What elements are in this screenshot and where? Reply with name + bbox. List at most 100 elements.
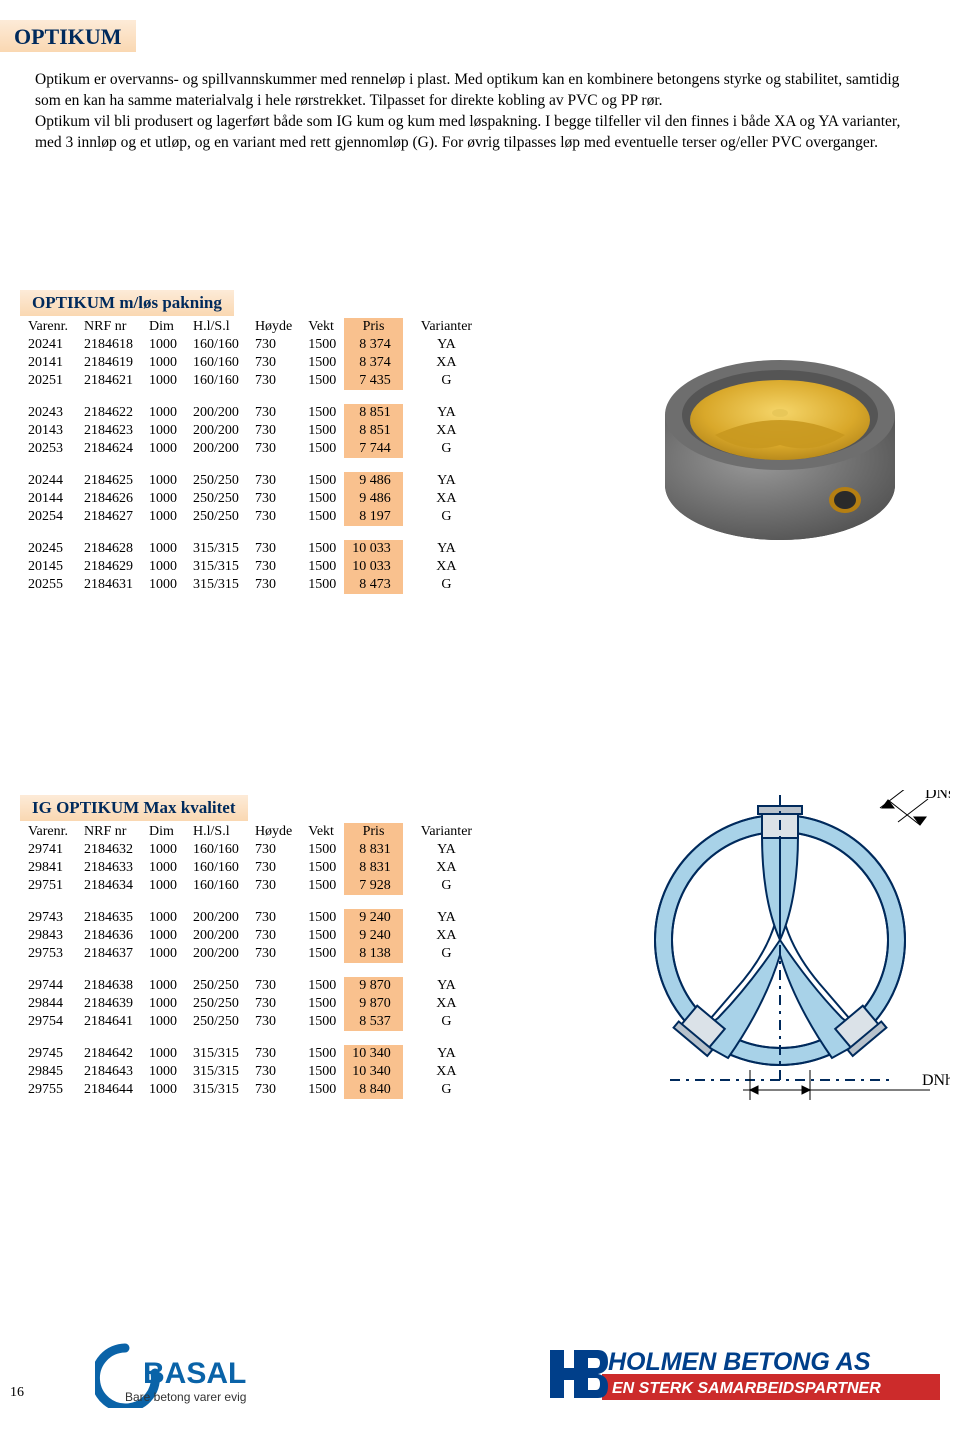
cell: 730	[247, 909, 300, 927]
cell: 8 473	[344, 576, 403, 594]
page-header: OPTIKUM	[0, 20, 136, 52]
cell: 10 033	[344, 540, 403, 558]
cell: 200/200	[185, 404, 247, 422]
cell: 2184625	[76, 472, 141, 490]
cell: 250/250	[185, 508, 247, 526]
cell: 730	[247, 558, 300, 576]
cell: 1500	[300, 540, 344, 558]
cell: G	[403, 508, 490, 526]
cell: 1000	[141, 422, 185, 440]
cell: 1500	[300, 472, 344, 490]
cell: 20241	[20, 336, 76, 354]
cell: 20145	[20, 558, 76, 576]
cell: 160/160	[185, 859, 247, 877]
cell: 1000	[141, 841, 185, 859]
cell: 200/200	[185, 422, 247, 440]
cell: 20143	[20, 422, 76, 440]
cell: 250/250	[185, 977, 247, 995]
cell: 730	[247, 354, 300, 372]
cell: 1000	[141, 945, 185, 963]
product-render	[655, 345, 905, 555]
cell: 1000	[141, 995, 185, 1013]
cell: 2184627	[76, 508, 141, 526]
cell: 1500	[300, 576, 344, 594]
cell: 730	[247, 404, 300, 422]
cell: 1500	[300, 995, 344, 1013]
cell: 1500	[300, 841, 344, 859]
cell: 1000	[141, 490, 185, 508]
cell: 1000	[141, 1013, 185, 1031]
cell: 730	[247, 1063, 300, 1081]
label-dns: DNs	[925, 790, 950, 802]
cell: 250/250	[185, 490, 247, 508]
cell: 20251	[20, 372, 76, 390]
cell: XA	[403, 859, 490, 877]
cell: 315/315	[185, 1063, 247, 1081]
table-row: 2975421846411000250/25073015008 537G	[20, 1013, 490, 1031]
svg-text:HOLMEN BETONG AS: HOLMEN BETONG AS	[608, 1348, 871, 1376]
holmen-logo: HOLMEN BETONG AS EN STERK SAMARBEIDSPART…	[550, 1344, 940, 1411]
cell: 730	[247, 859, 300, 877]
table-row: 2984521846431000315/315730150010 340XA	[20, 1063, 490, 1081]
cell: 2184619	[76, 354, 141, 372]
cell: 2184639	[76, 995, 141, 1013]
cell: XA	[403, 1063, 490, 1081]
cell: 8 138	[344, 945, 403, 963]
cell: 730	[247, 945, 300, 963]
group-spacer	[20, 526, 490, 540]
cell: 730	[247, 440, 300, 458]
table-header-row: Varenr.NRF nrDimH.l/S.lHøydeVektPrisVari…	[20, 823, 490, 841]
cell: 29744	[20, 977, 76, 995]
cell: 9 870	[344, 977, 403, 995]
cell: 730	[247, 877, 300, 895]
cell: 730	[247, 336, 300, 354]
cell: 1500	[300, 336, 344, 354]
column-header: NRF nr	[76, 318, 141, 336]
cell: G	[403, 576, 490, 594]
table-row: 2974521846421000315/315730150010 340YA	[20, 1045, 490, 1063]
intro-paragraph: Optikum er overvanns- og spillvannskumme…	[35, 70, 915, 154]
cell: 9 870	[344, 995, 403, 1013]
column-header: Dim	[141, 318, 185, 336]
cell: 160/160	[185, 841, 247, 859]
cell: YA	[403, 977, 490, 995]
group-spacer	[20, 1031, 490, 1045]
cell: YA	[403, 1045, 490, 1063]
cell: 8 374	[344, 354, 403, 372]
cell: 29741	[20, 841, 76, 859]
table-row: 2975121846341000160/16073015007 928G	[20, 877, 490, 895]
cell: 8 374	[344, 336, 403, 354]
cell: 20244	[20, 472, 76, 490]
table-row: 2025421846271000250/25073015008 197G	[20, 508, 490, 526]
cell: 7 744	[344, 440, 403, 458]
section1-title: OPTIKUM m/løs pakning	[20, 290, 234, 316]
cell: 20255	[20, 576, 76, 594]
cell: 9 486	[344, 490, 403, 508]
cell: 20253	[20, 440, 76, 458]
cell: 2184641	[76, 1013, 141, 1031]
table-row: 2024321846221000200/20073015008 851YA	[20, 404, 490, 422]
cell: 2184634	[76, 877, 141, 895]
cell: 160/160	[185, 372, 247, 390]
cell: 2184628	[76, 540, 141, 558]
cell: YA	[403, 841, 490, 859]
cell: 29745	[20, 1045, 76, 1063]
cell: G	[403, 945, 490, 963]
cell: 730	[247, 540, 300, 558]
basal-logo: BASAL Bare betong varer evig	[95, 1343, 285, 1413]
cell: 1500	[300, 927, 344, 945]
cell: 10 033	[344, 558, 403, 576]
table-row: 2975321846371000200/20073015008 138G	[20, 945, 490, 963]
table-row: 2974121846321000160/16073015008 831YA	[20, 841, 490, 859]
cell: 9 240	[344, 927, 403, 945]
cell: 10 340	[344, 1045, 403, 1063]
cell: 10 340	[344, 1063, 403, 1081]
cell: 1000	[141, 1045, 185, 1063]
column-header: Varianter	[403, 823, 490, 841]
cell: G	[403, 372, 490, 390]
cell: 29844	[20, 995, 76, 1013]
cell: 8 197	[344, 508, 403, 526]
table-row: 2974321846351000200/20073015009 240YA	[20, 909, 490, 927]
column-header: H.l/S.l	[185, 823, 247, 841]
column-header: Vekt	[300, 823, 344, 841]
